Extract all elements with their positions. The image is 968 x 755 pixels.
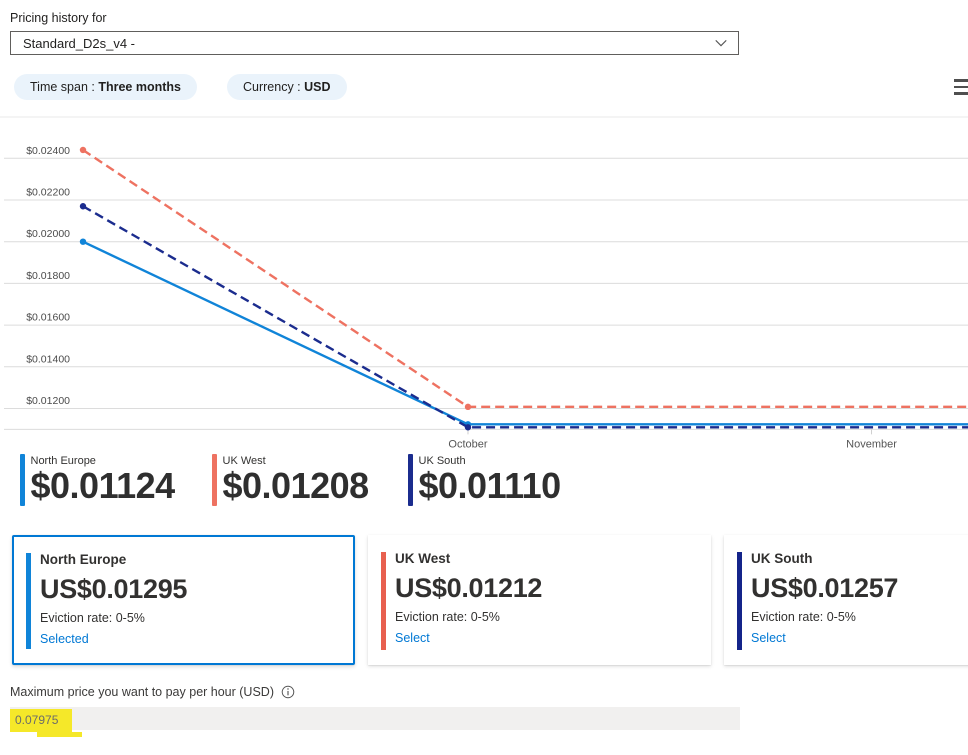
page-title: Pricing history for (10, 11, 107, 25)
card-select-link[interactable]: Select (395, 631, 430, 645)
svg-text:$0.01800: $0.01800 (26, 270, 70, 282)
time-span-label: Time span : (30, 80, 99, 94)
currency-filter-pill[interactable]: Currency : USD (227, 74, 347, 100)
time-span-filter-pill[interactable]: Time span : Three months (14, 74, 197, 100)
time-span-value: Three months (98, 80, 181, 94)
card-select-link[interactable]: Select (751, 631, 786, 645)
currency-value: USD (304, 80, 331, 94)
svg-text:$0.02200: $0.02200 (26, 187, 70, 199)
svg-text:$0.01400: $0.01400 (26, 353, 70, 365)
legend-color-bar (408, 454, 413, 506)
info-icon[interactable] (281, 685, 295, 699)
card-accent-bar (381, 552, 386, 650)
currency-label: Currency : (243, 80, 305, 94)
legend-value: $0.01124 (30, 465, 176, 506)
price-history-chart: $0.02400 $0.02200 $0.02000 $0.01800 $0.01600… (0, 112, 968, 460)
legend-color-bar (212, 454, 217, 506)
region-card-uk-west[interactable]: UK West US$0.01212 Eviction rate: 0-5% S… (368, 535, 711, 665)
max-price-label: Maximum price you want to pay per hour (… (10, 685, 274, 699)
legend-item-uk-south: UK South $0.01110 (408, 454, 561, 506)
legend-label: UK South (418, 455, 466, 467)
max-price-input[interactable]: 0.07975 (10, 707, 740, 737)
card-price: US$0.01212 (395, 573, 543, 603)
card-price: US$0.01295 (40, 574, 188, 604)
svg-text:$0.01200: $0.01200 (26, 395, 70, 407)
svg-text:$0.02400: $0.02400 (26, 145, 70, 157)
sku-dropdown[interactable]: Standard_D2s_v4 - (10, 31, 739, 55)
region-card-north-europe[interactable]: North Europe US$0.01295 Eviction rate: 0… (12, 535, 355, 665)
svg-text:October: October (448, 438, 487, 450)
highlight-mark (37, 732, 82, 737)
legend-item-uk-west: UK West $0.01208 (212, 454, 369, 506)
svg-text:November: November (846, 438, 897, 450)
region-card-uk-south[interactable]: UK South US$0.01257 Eviction rate: 0-5% … (724, 535, 968, 665)
card-accent-bar (26, 553, 31, 649)
card-region-name: UK West (395, 551, 451, 566)
region-cards: North Europe US$0.01295 Eviction rate: 0… (12, 535, 968, 665)
card-eviction-rate: Eviction rate: 0-5% (40, 611, 145, 625)
chart-legend: North Europe $0.01124 UK West $0.01208 U… (0, 452, 968, 527)
context-menu-icon[interactable] (954, 79, 968, 99)
legend-item-north-europe: North Europe $0.01124 (20, 454, 175, 506)
card-region-name: North Europe (40, 552, 127, 567)
legend-label: UK West (222, 455, 266, 467)
card-accent-bar (737, 552, 742, 650)
legend-value: $0.01208 (222, 465, 370, 506)
legend-label: North Europe (30, 455, 96, 467)
legend-value: $0.01110 (418, 465, 562, 506)
card-region-name: UK South (751, 551, 813, 566)
chevron-down-icon (714, 36, 728, 50)
svg-text:$0.01600: $0.01600 (26, 312, 70, 324)
sku-dropdown-value: Standard_D2s_v4 - (23, 35, 136, 51)
card-price: US$0.01257 (751, 573, 899, 603)
svg-text:$0.02000: $0.02000 (26, 228, 70, 240)
card-eviction-rate: Eviction rate: 0-5% (751, 610, 856, 624)
max-price-value-highlighted: 0.07975 (10, 709, 73, 732)
legend-color-bar (20, 454, 25, 506)
card-selected-link[interactable]: Selected (40, 632, 89, 646)
card-eviction-rate: Eviction rate: 0-5% (395, 610, 500, 624)
